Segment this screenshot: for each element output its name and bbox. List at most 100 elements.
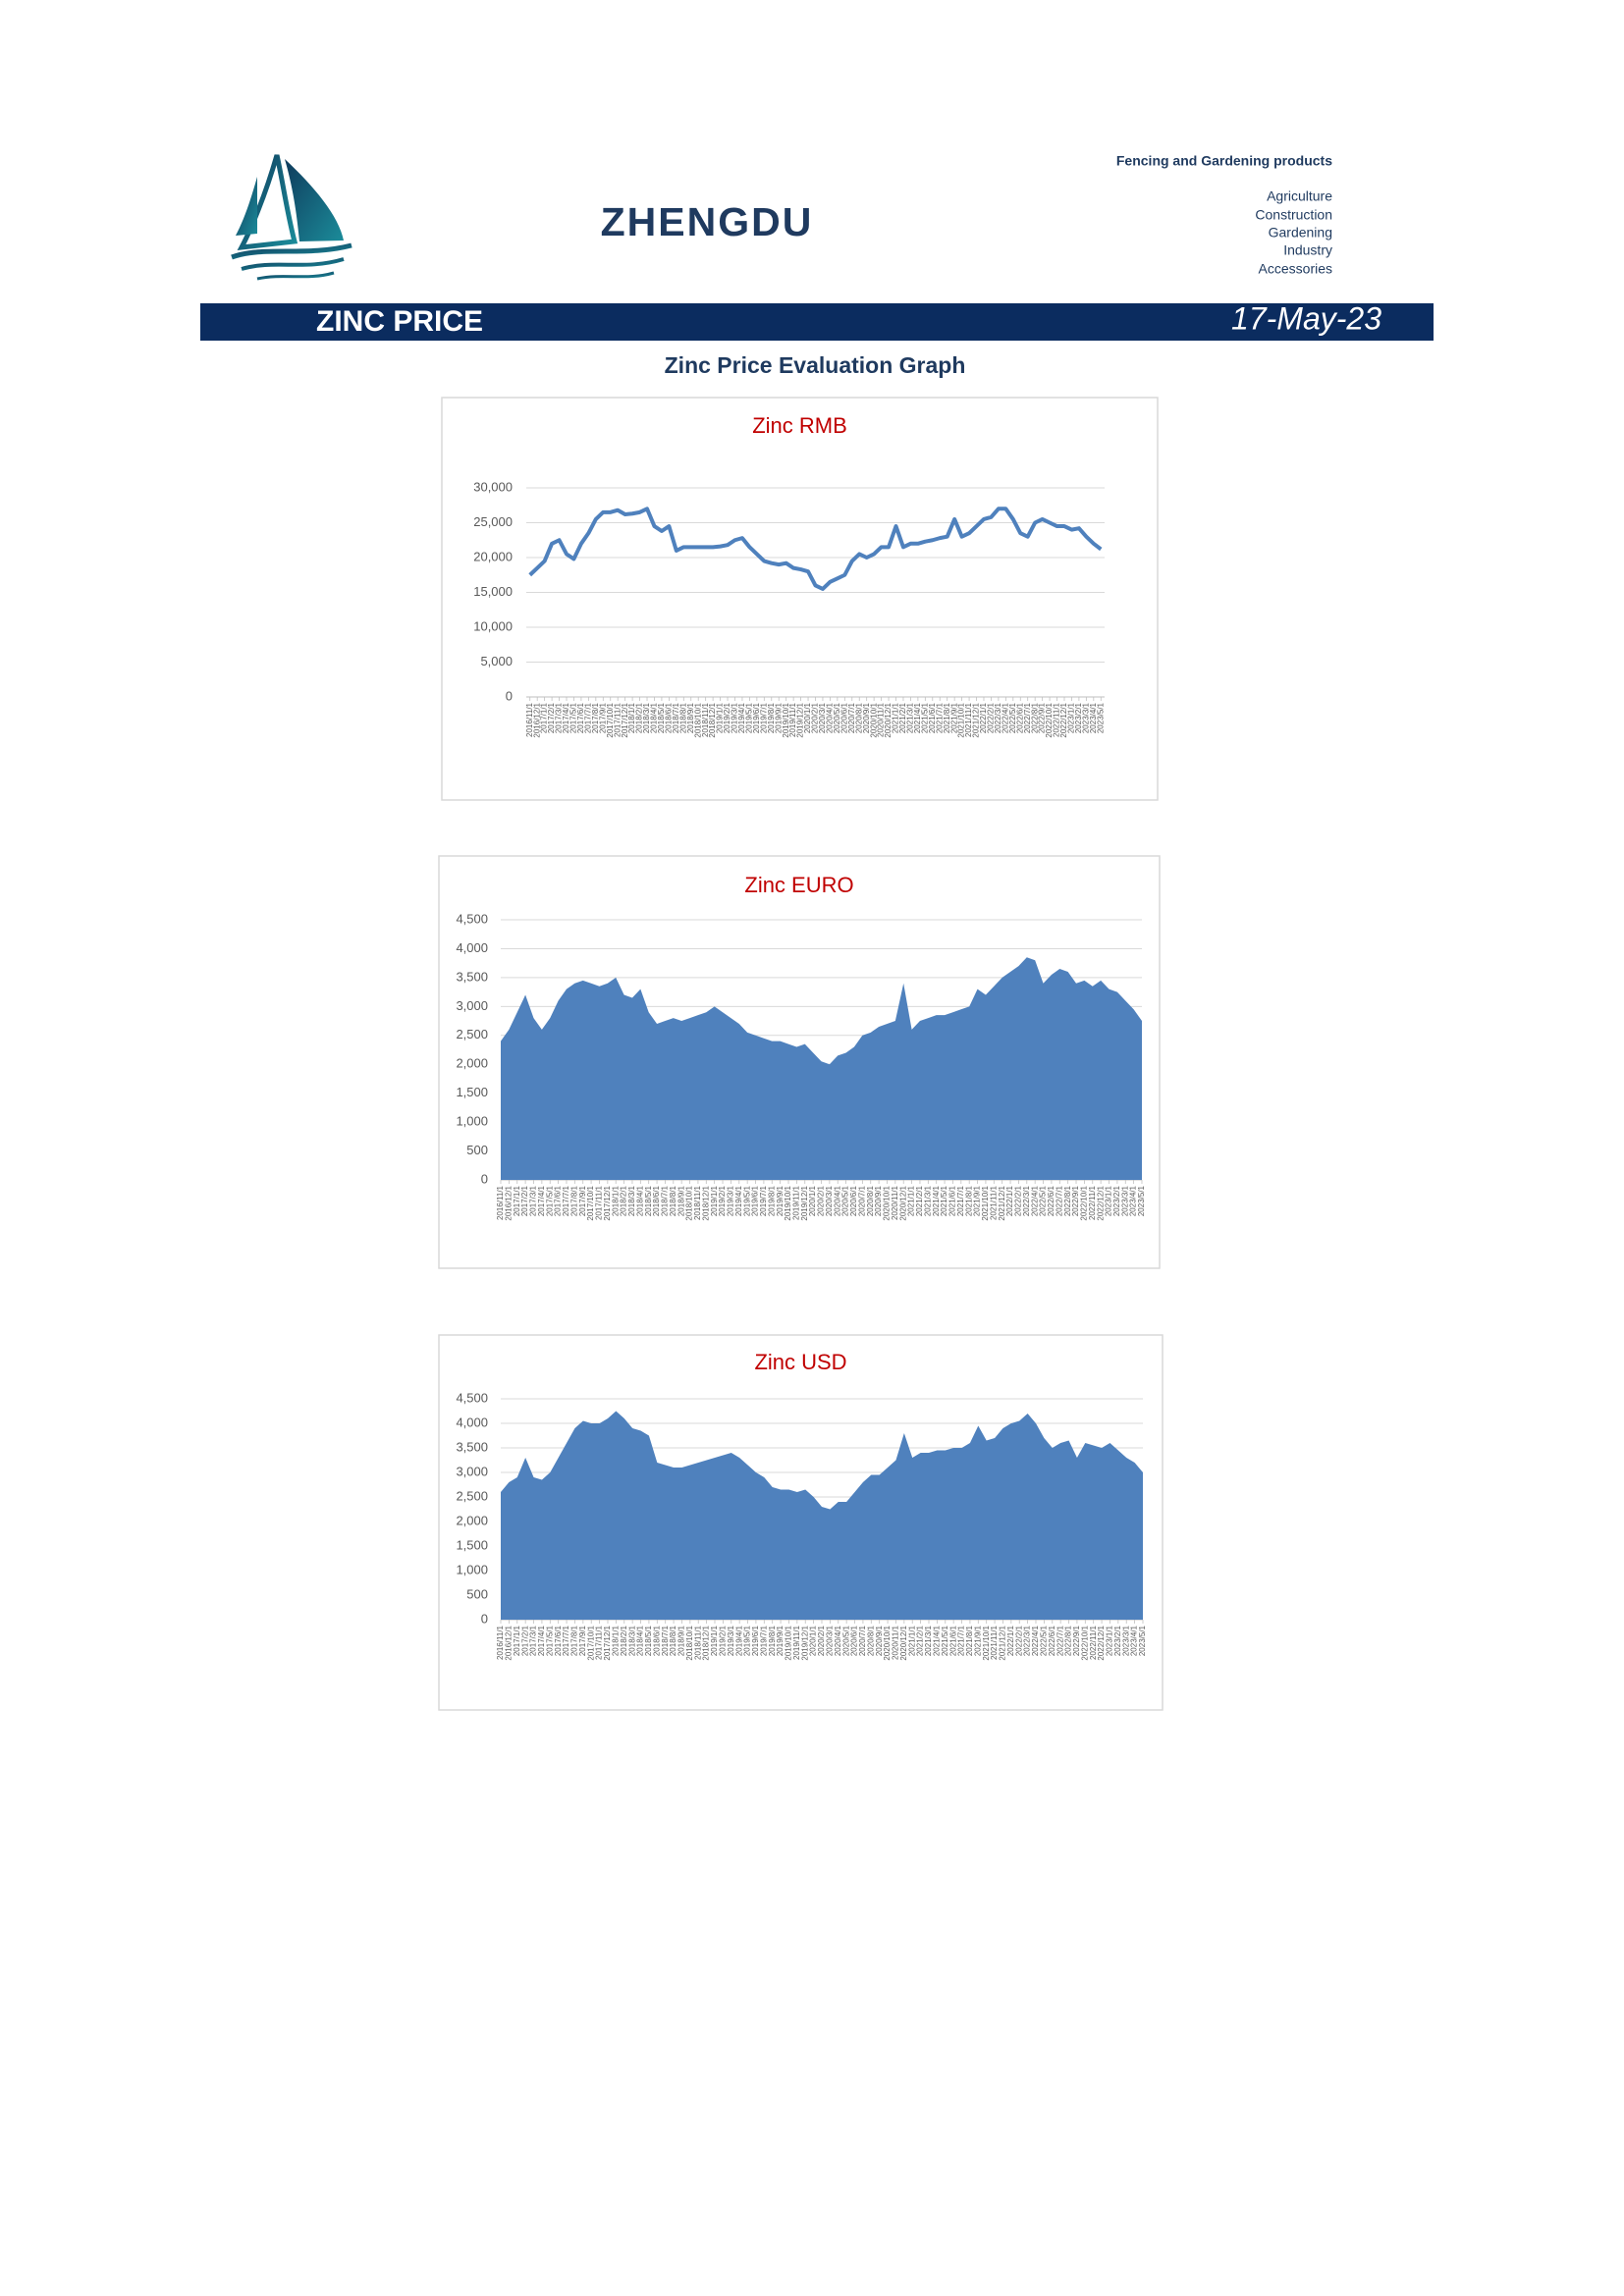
x-tick-label: 2018/9/1: [686, 702, 695, 733]
x-tick-label: 2021/10/1: [982, 1625, 991, 1660]
x-tick-label: 2019/5/1: [745, 702, 754, 733]
x-tick-label: 2021/11/1: [989, 1185, 998, 1220]
x-tick-label: 2020/7/1: [857, 1185, 866, 1216]
x-tick-label: 2020/12/1: [884, 702, 893, 737]
x-tick-label: 2017/2/1: [547, 702, 556, 733]
x-tick-label: 2021/2/1: [915, 1185, 924, 1216]
x-tick-label: 2021/3/1: [906, 702, 915, 733]
chart-frame: [441, 397, 1159, 801]
x-tick-label: 2021/12/1: [998, 1185, 1006, 1220]
y-tick-label: 2,000: [456, 1056, 488, 1071]
x-tick-label: 2018/3/1: [642, 702, 651, 733]
x-tick-label: 2019/12/1: [796, 702, 805, 737]
x-tick-label: 2017/8/1: [591, 702, 600, 733]
x-tick-label: 2020/2/1: [817, 1185, 826, 1216]
x-tick-label: 2021/1/1: [907, 1625, 916, 1656]
x-tick-label: 2019/12/1: [800, 1625, 809, 1660]
y-tick-label: 0: [481, 1611, 488, 1626]
x-tick-label: 2020/3/1: [818, 702, 827, 733]
x-tick-label: 2023/4/1: [1130, 1625, 1139, 1656]
x-tick-label: 2019/3/1: [731, 702, 739, 733]
x-tick-label: 2022/8/1: [1064, 1625, 1073, 1656]
x-tick-label: 2017/1/1: [513, 1185, 521, 1216]
y-tick-label: 0: [481, 1171, 488, 1186]
x-tick-label: 2022/10/1: [1080, 1625, 1089, 1660]
x-tick-label: 2020/7/1: [847, 702, 856, 733]
x-tick-label: 2020/11/1: [891, 1185, 899, 1220]
x-tick-label: 2017/7/1: [562, 1625, 570, 1656]
x-tick-label: 2021/3/1: [924, 1625, 933, 1656]
x-tick-label: 2017/9/1: [578, 1625, 587, 1656]
x-tick-label: 2017/5/1: [545, 1185, 554, 1216]
x-tick-label: 2023/1/1: [1067, 702, 1076, 733]
x-tick-label: 2023/4/1: [1129, 1185, 1138, 1216]
y-tick-label: 1,500: [456, 1085, 488, 1099]
x-tick-label: 2020/12/1: [898, 1185, 907, 1220]
x-tick-label: 2019/9/1: [774, 702, 783, 733]
x-tick-label: 2019/10/1: [782, 702, 790, 737]
x-tick-label: 2019/5/1: [743, 1625, 752, 1656]
banner-date: 17-May-23: [1231, 300, 1381, 336]
x-tick-label: 2017/11/1: [613, 702, 622, 737]
x-tick-label: 2017/2/1: [520, 1185, 529, 1216]
x-tick-label: 2019/8/1: [767, 1185, 776, 1216]
product-line: Gardening: [1269, 225, 1332, 240]
x-tick-label: 2022/10/1: [1080, 1185, 1089, 1220]
x-tick-label: 2016/11/1: [496, 1625, 505, 1660]
x-tick-label: 2017/12/1: [621, 702, 629, 737]
x-tick-label: 2022/7/1: [1023, 702, 1032, 733]
x-tick-label: 2019/6/1: [752, 702, 761, 733]
x-tick-label: 2018/12/1: [702, 1625, 711, 1660]
x-tick-label: 2019/1/1: [710, 1625, 719, 1656]
x-tick-label: 2023/4/1: [1089, 702, 1098, 733]
x-tick-label: 2020/6/1: [850, 1625, 859, 1656]
x-tick-label: 2018/9/1: [677, 1625, 686, 1656]
x-tick-label: 2021/10/1: [957, 702, 966, 737]
x-tick-label: 2020/4/1: [833, 1185, 841, 1216]
x-tick-label: 2018/5/1: [644, 1625, 653, 1656]
x-tick-label: 2021/5/1: [941, 1625, 949, 1656]
x-tick-label: 2020/11/1: [892, 1625, 900, 1660]
y-tick-label: 1,000: [456, 1114, 488, 1129]
x-tick-label: 2022/1/1: [1006, 1625, 1015, 1656]
x-tick-label: 2021/4/1: [932, 1625, 941, 1656]
x-tick-label: 2019/2/1: [723, 702, 731, 733]
x-tick-label: 2020/6/1: [849, 1185, 858, 1216]
y-tick-label: 3,500: [456, 1439, 488, 1454]
x-tick-label: 2019/7/1: [759, 702, 768, 733]
x-tick-label: 2020/5/1: [841, 1185, 850, 1216]
x-tick-label: 2017/3/1: [529, 1185, 538, 1216]
x-tick-label: 2018/3/1: [627, 1185, 636, 1216]
x-tick-label: 2022/1/1: [979, 702, 988, 733]
product-line: Construction: [1255, 207, 1332, 223]
x-tick-label: 2020/8/1: [854, 702, 863, 733]
x-tick-label: 2021/5/1: [940, 1185, 948, 1216]
x-tick-label: 2023/5/1: [1137, 1185, 1146, 1216]
y-tick-label: 3,000: [456, 998, 488, 1013]
x-tick-label: 2017/6/1: [576, 702, 585, 733]
x-tick-label: 2017/9/1: [598, 702, 607, 733]
x-tick-label: 2018/7/1: [661, 1625, 670, 1656]
x-tick-label: 2017/1/1: [540, 702, 549, 733]
x-tick-label: 2019/2/1: [718, 1625, 727, 1656]
x-tick-label: 2023/5/1: [1138, 1625, 1147, 1656]
x-tick-label: 2017/4/1: [562, 702, 570, 733]
x-tick-label: 2021/5/1: [920, 702, 929, 733]
x-tick-label: 2022/5/1: [1008, 702, 1017, 733]
x-tick-label: 2022/4/1: [1031, 1625, 1040, 1656]
x-tick-label: 2022/10/1: [1045, 702, 1054, 737]
x-tick-label: 2017/11/1: [595, 1185, 604, 1220]
x-tick-label: 2022/9/1: [1038, 702, 1047, 733]
x-tick-label: 2022/11/1: [1053, 702, 1061, 737]
x-tick-label: 2018/5/1: [644, 1185, 653, 1216]
x-tick-label: 2017/3/1: [555, 702, 564, 733]
x-tick-label: 2018/6/1: [652, 1625, 661, 1656]
chart: Zinc EURO 0 500 1,000 1,500 2,000 2,500 3,000 3,…: [438, 855, 1161, 1269]
x-tick-label: 2020/6/1: [839, 702, 848, 733]
x-tick-label: 2020/3/1: [825, 1625, 834, 1656]
x-tick-label: 2019/4/1: [734, 1625, 743, 1656]
y-tick-label: 4,500: [456, 911, 488, 926]
x-tick-label: 2020/9/1: [874, 1185, 883, 1216]
y-tick-label: 1,000: [456, 1562, 488, 1576]
x-tick-label: 2021/4/1: [932, 1185, 941, 1216]
